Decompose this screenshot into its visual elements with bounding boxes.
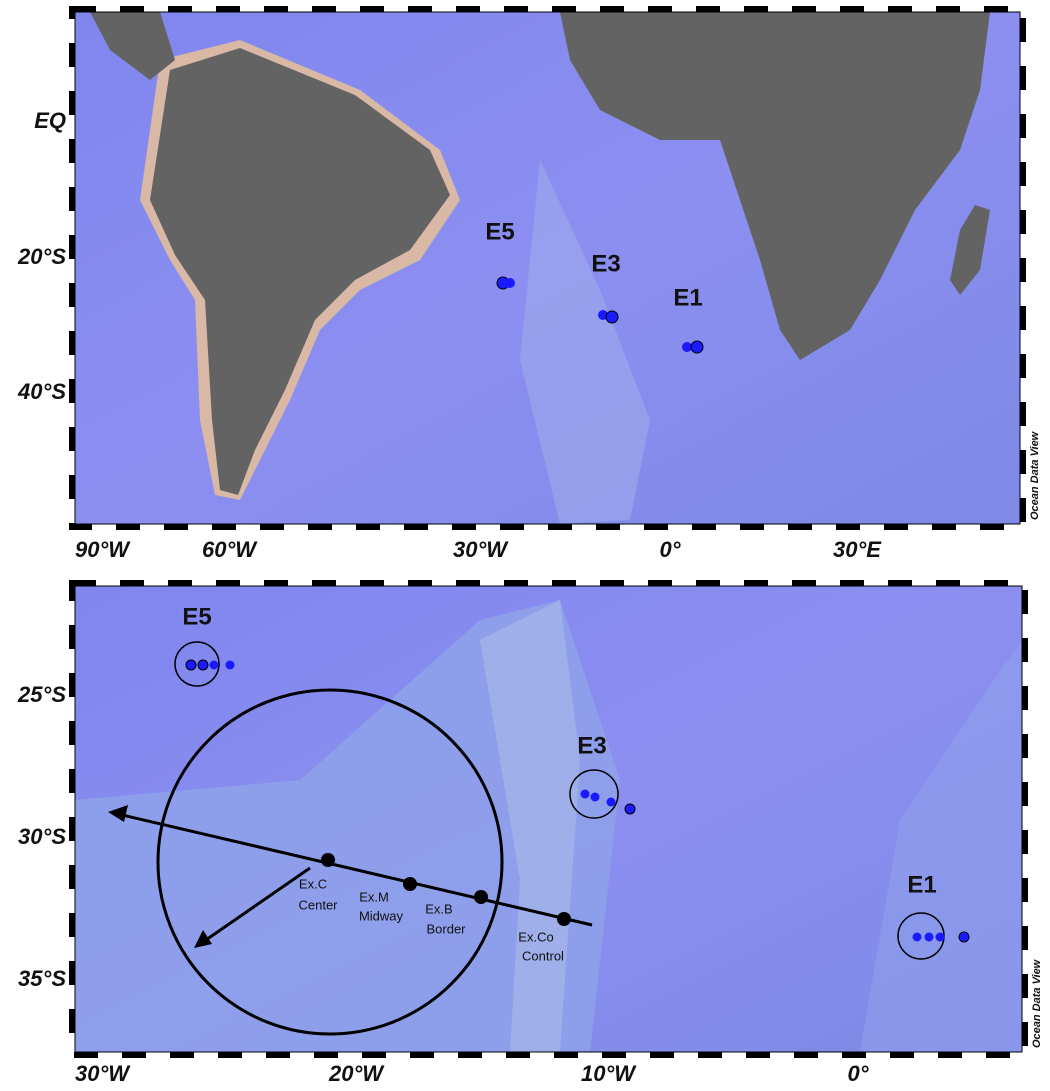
exposure-circle [156, 688, 504, 1036]
transect [117, 812, 593, 927]
lat-label: 25°S [17, 682, 66, 707]
madagascar [950, 205, 990, 295]
stations-bottom [185, 659, 970, 943]
site-dot [321, 853, 335, 867]
station-label: E1 [673, 284, 702, 311]
ridge-crest [480, 600, 580, 1052]
lat-label: 35°S [18, 966, 66, 991]
station-dot [912, 932, 922, 942]
station-label: E3 [591, 250, 620, 277]
lat-label: 20°S [17, 244, 66, 269]
lon-label: 0° [659, 537, 680, 562]
station-label: E5 [485, 218, 514, 245]
site-code: Ex.Co [518, 929, 553, 944]
lat-label: 40°S [17, 379, 66, 404]
lat-label: EQ [34, 108, 66, 133]
central-america [90, 12, 175, 80]
ridge [860, 640, 1022, 1052]
site-name: Midway [359, 908, 404, 923]
lon-label: 30°W [453, 537, 509, 562]
station-dot [682, 342, 692, 352]
checker-border [69, 6, 1026, 530]
stations-top: E5 E3 E1 [485, 218, 704, 354]
africa [560, 12, 990, 360]
station-dot [605, 310, 619, 324]
site-code: Ex.M [359, 889, 389, 904]
station-circle [174, 641, 220, 687]
ridge [520, 160, 650, 524]
bottom-map: Ex.C Center Ex.M Midway Ex.B Border Ex.C… [17, 580, 1043, 1086]
south-america [150, 48, 450, 495]
site-name: Control [522, 948, 564, 963]
lon-label: 60°W [202, 537, 258, 562]
station-dot [606, 797, 616, 807]
station-dot [590, 792, 600, 802]
site-dot [474, 890, 488, 904]
station-label: E3 [577, 732, 606, 759]
arrow-head [108, 805, 128, 822]
credit: Ocean Data View [1031, 958, 1043, 1048]
station-dot [185, 659, 197, 671]
station-label: E5 [182, 603, 211, 630]
station-dot [624, 803, 636, 815]
station-dot [225, 660, 235, 670]
station-dot [690, 340, 704, 354]
station-dot [935, 932, 945, 942]
site-code: Ex.C [299, 876, 327, 891]
site-name: Border [426, 921, 466, 936]
lat-label: 30°S [18, 824, 66, 849]
site-code: Ex.B [425, 901, 452, 916]
lon-label: 20°W [328, 1061, 385, 1086]
credit: Ocean Data View [1029, 430, 1041, 520]
site-name: Center [298, 897, 338, 912]
lon-label: 30°W [75, 1061, 131, 1086]
checker-border [69, 580, 1028, 1058]
station-circle [569, 769, 619, 819]
lon-label: 10°W [581, 1061, 637, 1086]
station-dot [598, 310, 608, 320]
arrow-head [194, 930, 212, 948]
lon-label: 90°W [75, 537, 131, 562]
station-dot [197, 659, 209, 671]
lon-label: 0° [847, 1061, 868, 1086]
station-dot [209, 660, 219, 670]
site-dot [403, 877, 417, 891]
top-map: E5 E3 E1 EQ 20°S 40°S 90°W 60°W 30°W 0° … [17, 6, 1041, 562]
station-dot [505, 278, 515, 288]
station-label: E1 [907, 871, 936, 898]
station-dot [580, 789, 590, 799]
lon-label: 30°E [833, 537, 882, 562]
site-dot [557, 912, 571, 926]
station-dot [924, 932, 934, 942]
arrow [202, 866, 311, 944]
station-dot [958, 931, 970, 943]
